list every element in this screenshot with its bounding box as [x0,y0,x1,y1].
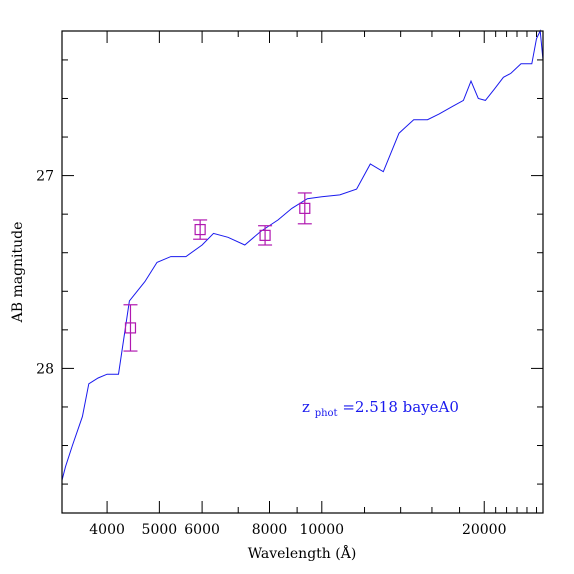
x-tick-label: 6000 [184,522,220,538]
photometry-marker [194,223,206,236]
plot-frame [61,30,544,514]
x-axis-label: Wavelength (Å) [248,544,357,562]
photometry-marker [124,322,137,334]
zphot-annotation: z phot =2.518 bayeA0 [302,398,459,420]
zphot-value: =2.518 bayeA0 [342,398,459,416]
y-tick-label: 28 [36,361,54,377]
zphot-subscript: phot [315,408,338,419]
model-sed-line [61,29,544,481]
axis-ticks [62,31,543,513]
x-tick-label: 20000 [462,522,507,538]
x-tick-label: 5000 [142,522,178,538]
photometry-marker [299,202,311,214]
y-tick-label: 27 [36,169,54,185]
x-tick-label: 8000 [252,522,288,538]
zphot-base: z [302,398,310,416]
x-tick-label: 4000 [89,522,125,538]
axis-tick-labels: 4000 5000 6000 8000 10000 20000 27 28 [36,169,506,538]
y-axis-label: AB magnitude [10,222,26,324]
x-tick-label: 10000 [300,522,345,538]
photometry-marker [259,229,271,241]
photometry-points [123,192,312,352]
